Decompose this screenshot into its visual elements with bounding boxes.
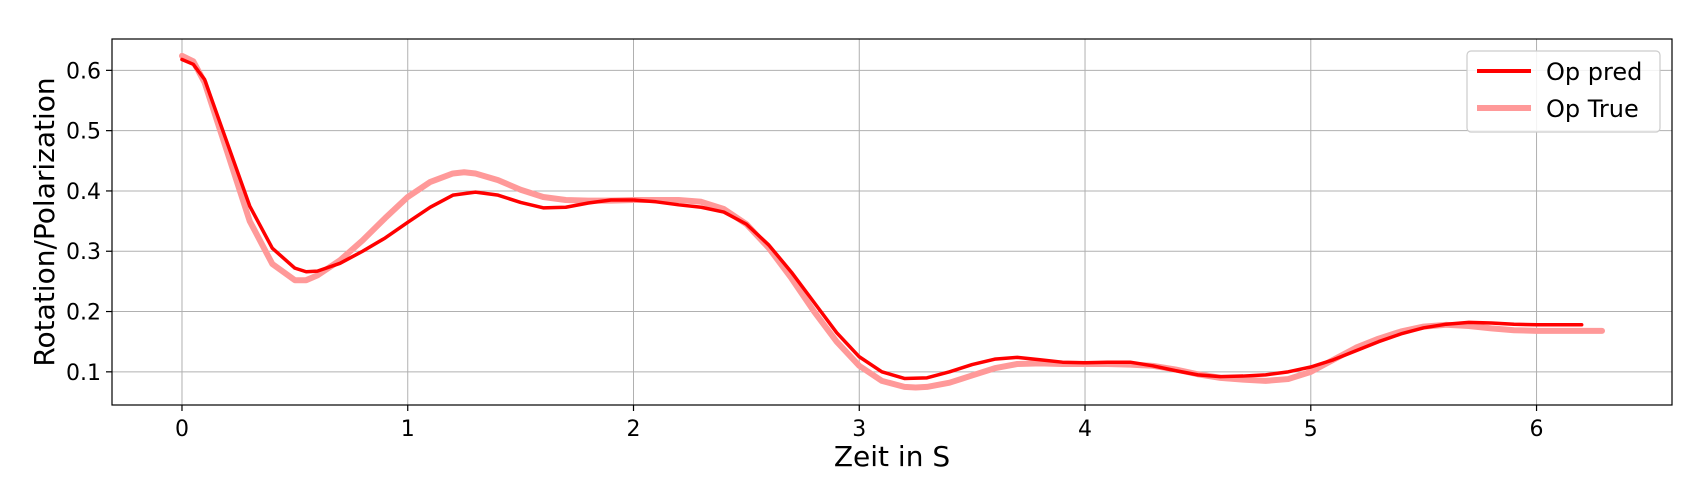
y-tick-label: 0.5 [66, 120, 101, 145]
y-tick-label: 0.6 [66, 59, 101, 84]
y-tick-label: 0.1 [66, 361, 101, 386]
legend-label-op-pred: Op pred [1546, 58, 1642, 86]
x-axis-label: Zeit in S [834, 440, 950, 473]
y-axis-label: Rotation/Polarization [28, 77, 61, 366]
legend: Op pred Op True [1466, 50, 1661, 133]
x-tick-label: 5 [1304, 417, 1318, 442]
x-tick-label: 2 [627, 417, 641, 442]
y-tick-label: 0.2 [66, 301, 101, 326]
x-tick-label: 6 [1530, 417, 1544, 442]
series-line-op-pred [180, 57, 1584, 381]
series-line-op-true [178, 52, 1606, 391]
grid [112, 39, 1672, 405]
x-tick-label: 0 [175, 417, 189, 442]
x-tick-label: 3 [852, 417, 866, 442]
y-tick-label: 0.4 [66, 180, 101, 205]
legend-label-op-true: Op True [1546, 95, 1639, 123]
x-tick-label: 4 [1078, 417, 1092, 442]
y-tick-label: 0.3 [66, 240, 101, 265]
plot-frame [111, 38, 1673, 406]
axis-ticks: 0 1 2 3 4 5 6 0.1 0.2 0.3 0.4 0.5 0.6 [66, 59, 1544, 442]
series-layer [178, 52, 1606, 391]
x-tick-label: 1 [401, 417, 415, 442]
